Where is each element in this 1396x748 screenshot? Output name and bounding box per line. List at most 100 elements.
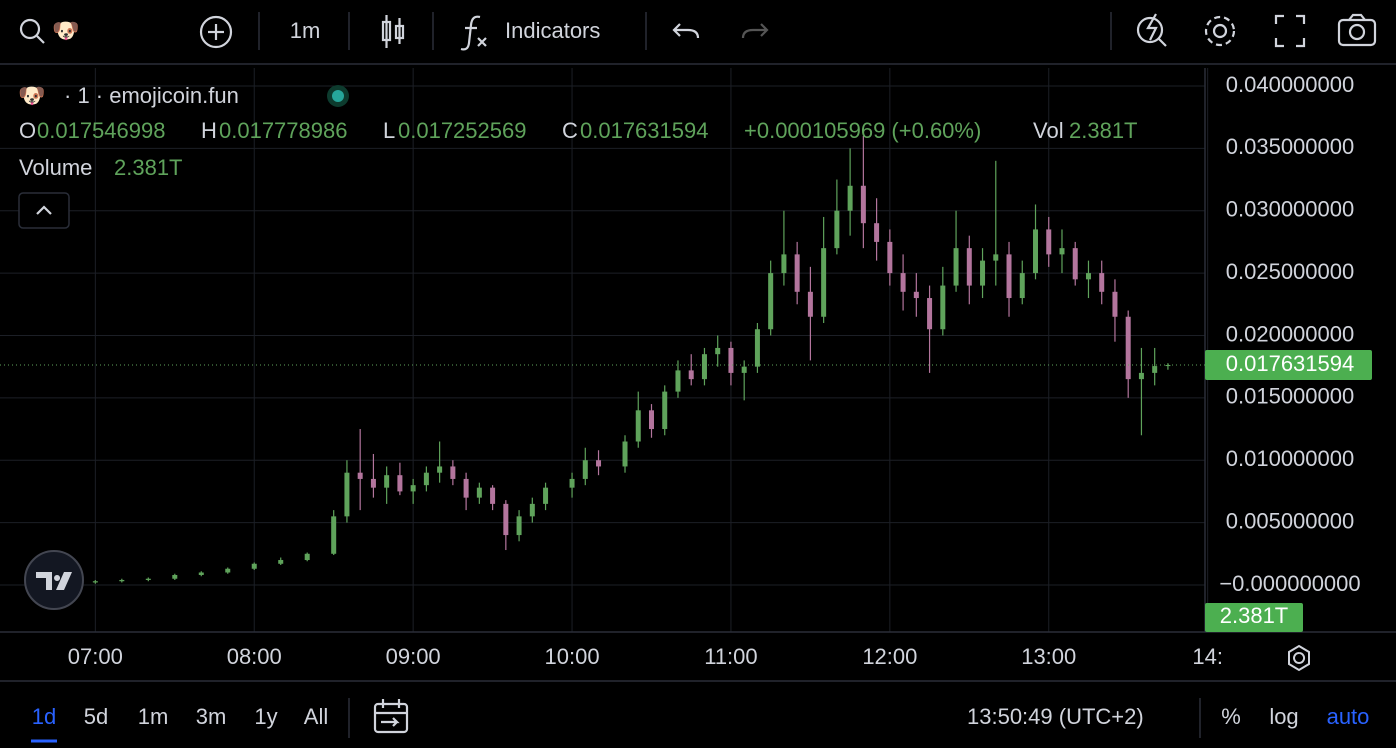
candle-body bbox=[794, 254, 800, 292]
change: +0.000105969 (+0.60%) bbox=[744, 118, 981, 143]
x-tick-label: 10:00 bbox=[545, 644, 600, 669]
candle-body bbox=[622, 441, 628, 467]
settings-button[interactable] bbox=[1204, 15, 1236, 47]
candle-body bbox=[980, 260, 986, 286]
logo[interactable] bbox=[24, 550, 84, 610]
candle-body bbox=[1112, 291, 1118, 317]
candle-body bbox=[648, 410, 654, 430]
candle-body bbox=[900, 273, 906, 292]
search-button[interactable] bbox=[19, 18, 45, 44]
collapse-button[interactable] bbox=[18, 192, 70, 229]
candle-body bbox=[953, 248, 959, 286]
axis-settings-button[interactable] bbox=[1288, 644, 1310, 672]
fullscreen-button[interactable] bbox=[1274, 14, 1306, 48]
alert-button[interactable] bbox=[1136, 13, 1167, 47]
candle-body bbox=[410, 485, 416, 492]
candle-body bbox=[251, 563, 257, 569]
y-tick-label: 0.015000000 bbox=[1226, 384, 1354, 409]
candle-body bbox=[596, 460, 602, 467]
candle-body bbox=[569, 478, 575, 488]
candle-body bbox=[874, 223, 880, 242]
range-button[interactable]: 1d bbox=[32, 704, 56, 729]
ohlc-value: 0.017631594 bbox=[580, 118, 708, 143]
undo-button[interactable] bbox=[672, 23, 700, 39]
ohlc-value: 0.017778986 bbox=[219, 118, 347, 143]
candle-body bbox=[715, 347, 721, 355]
date-range-button[interactable] bbox=[373, 699, 409, 734]
candle-body bbox=[423, 472, 429, 486]
y-tick-label: 0.035000000 bbox=[1226, 134, 1354, 159]
candle-body bbox=[357, 472, 363, 479]
indicators-button[interactable]: Indicators bbox=[460, 15, 600, 51]
candle-body bbox=[754, 329, 760, 367]
chart-type-button[interactable] bbox=[381, 15, 405, 48]
y-tick-label: −0.000000000 bbox=[1219, 571, 1360, 596]
range-button[interactable]: 1m bbox=[138, 704, 169, 729]
x-tick-label: 08:00 bbox=[227, 644, 282, 669]
candle-body bbox=[847, 185, 853, 211]
candle-body bbox=[490, 487, 496, 504]
ohlc-value: 0.017252569 bbox=[398, 118, 526, 143]
candle-body bbox=[1085, 273, 1091, 280]
range-button[interactable]: 5d bbox=[84, 704, 108, 729]
ohlc-value: 0.017546998 bbox=[37, 118, 165, 143]
x-tick-label: 09:00 bbox=[386, 644, 441, 669]
candle-body bbox=[887, 241, 893, 274]
candle-body bbox=[834, 210, 840, 249]
interval-button[interactable]: 1m bbox=[290, 18, 321, 43]
footer: 13:50:49 (UTC+2) % log auto 1d 5d 1m 3m 1y Al… bbox=[31, 698, 1370, 743]
candle-body bbox=[225, 568, 231, 573]
candle-body bbox=[516, 516, 522, 536]
candle-body bbox=[1099, 273, 1105, 292]
add-symbol-button[interactable] bbox=[199, 15, 233, 49]
candle-body bbox=[304, 553, 310, 561]
candle-body bbox=[145, 578, 151, 580]
candle-body bbox=[119, 579, 125, 582]
last-price-badge bbox=[1205, 350, 1372, 381]
x-tick-label: 07:00 bbox=[68, 644, 123, 669]
x-tick-label: 12:00 bbox=[862, 644, 917, 669]
candle-body bbox=[635, 410, 641, 442]
candle-body bbox=[728, 347, 734, 373]
candle-body bbox=[450, 466, 456, 479]
ohlc-key: C bbox=[562, 118, 578, 143]
candle-body bbox=[172, 574, 178, 579]
y-tick-label: 0.005000000 bbox=[1226, 508, 1354, 533]
indicators-label[interactable]: Indicators bbox=[505, 18, 600, 43]
candle-body bbox=[1033, 229, 1039, 274]
candle-body bbox=[688, 370, 694, 380]
volume-badge-label: 2.381T bbox=[1220, 603, 1289, 628]
candle-body bbox=[781, 254, 787, 274]
redo-button[interactable] bbox=[741, 23, 769, 39]
percent-toggle[interactable]: % bbox=[1221, 704, 1241, 729]
candle-body bbox=[529, 503, 535, 517]
volume-value: 2.381T bbox=[114, 155, 183, 180]
candle-body bbox=[1152, 366, 1158, 373]
volume-badge bbox=[1205, 603, 1303, 632]
candle-body bbox=[1125, 316, 1131, 380]
candle-body bbox=[860, 185, 866, 224]
log-toggle[interactable]: log bbox=[1269, 704, 1298, 729]
symbol-name: · 1 · emojicoin.fun bbox=[64, 83, 239, 108]
candle-body bbox=[384, 475, 390, 488]
candle-body bbox=[662, 391, 668, 430]
range-button[interactable]: All bbox=[304, 704, 328, 729]
volume-label: Volume bbox=[19, 155, 92, 180]
last-price-label: 0.017631594 bbox=[1226, 351, 1354, 376]
x-tick-label: 11:00 bbox=[704, 644, 757, 669]
symbol-icon[interactable]: 🐶 bbox=[52, 18, 79, 43]
screenshot-button[interactable] bbox=[1337, 13, 1377, 47]
candle-body bbox=[370, 478, 376, 488]
candle-body bbox=[966, 248, 972, 286]
ohlc-key: O bbox=[19, 118, 36, 143]
candle-body bbox=[1019, 273, 1025, 299]
range-button[interactable]: 3m bbox=[196, 704, 227, 729]
auto-toggle[interactable]: auto bbox=[1327, 704, 1370, 729]
candle-body bbox=[1046, 229, 1052, 255]
candle-body bbox=[397, 475, 403, 492]
clock: 13:50:49 (UTC+2) bbox=[967, 704, 1144, 729]
candle-body bbox=[463, 478, 469, 498]
range-button[interactable]: 1y bbox=[254, 704, 277, 729]
